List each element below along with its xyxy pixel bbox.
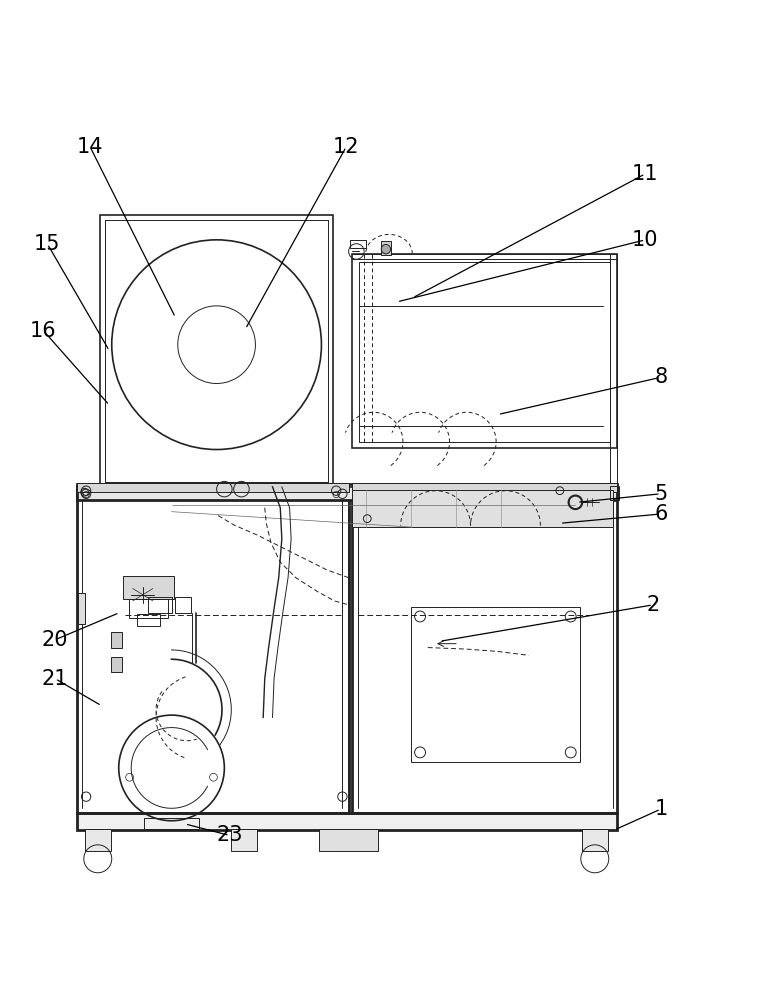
Text: 16: 16 <box>30 321 57 341</box>
Circle shape <box>381 244 391 254</box>
Bar <box>149 597 171 613</box>
Bar <box>175 597 191 613</box>
Text: 15: 15 <box>34 234 61 254</box>
Text: 11: 11 <box>632 164 658 184</box>
Bar <box>352 490 612 527</box>
Text: 1: 1 <box>654 799 668 819</box>
Bar <box>609 254 617 487</box>
Bar <box>85 829 111 851</box>
Text: 10: 10 <box>632 230 658 250</box>
Bar <box>145 818 198 829</box>
Bar <box>77 487 349 813</box>
Text: 14: 14 <box>77 137 103 157</box>
Text: 8: 8 <box>654 367 668 387</box>
Text: 5: 5 <box>654 484 668 504</box>
Bar <box>78 593 86 624</box>
Bar <box>230 829 257 851</box>
Bar <box>77 483 349 492</box>
Text: 12: 12 <box>333 137 359 157</box>
Bar <box>77 484 617 500</box>
Text: 23: 23 <box>216 825 243 845</box>
Bar <box>129 599 168 618</box>
Bar <box>411 607 580 762</box>
Bar <box>582 829 608 851</box>
Bar <box>350 240 366 248</box>
Bar <box>335 829 361 851</box>
Text: 6: 6 <box>654 504 668 524</box>
Bar <box>609 486 619 500</box>
Bar <box>77 813 617 830</box>
Bar <box>111 657 122 672</box>
Bar <box>352 487 617 813</box>
Bar <box>352 483 617 492</box>
Bar <box>100 215 333 487</box>
Bar <box>111 632 122 648</box>
Bar <box>352 254 617 448</box>
Text: 20: 20 <box>42 630 68 650</box>
Text: 21: 21 <box>42 669 68 689</box>
Bar <box>381 241 391 255</box>
Bar <box>319 829 378 851</box>
Bar <box>137 614 160 626</box>
Bar <box>359 262 610 442</box>
Text: 2: 2 <box>647 595 660 615</box>
Bar <box>124 576 173 599</box>
